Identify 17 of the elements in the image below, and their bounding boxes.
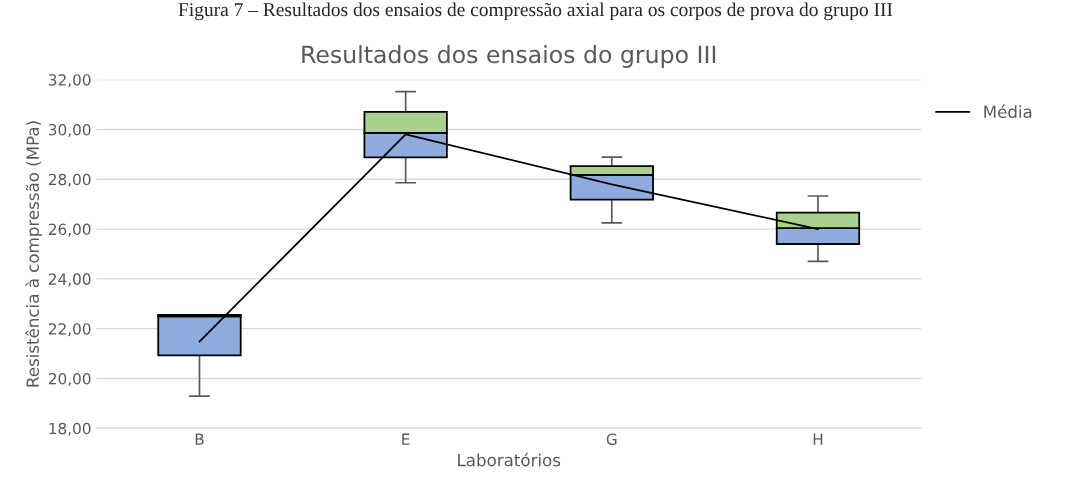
y-tick-label: 32,00 xyxy=(48,74,91,88)
y-tick-label: 24,00 xyxy=(48,273,91,287)
y-tick-label: 26,00 xyxy=(48,223,91,237)
y-tick-label: 28,00 xyxy=(48,173,91,187)
chart-title: Resultados dos ensaios do grupo III xyxy=(302,45,716,68)
text: Figura 7 – Resultados dos ensaios de compressão axial para os corpos de prova do grupo III xyxy=(178,2,893,21)
x-axis-title: Laboratórios xyxy=(458,452,561,467)
x-tick-label: E xyxy=(402,433,410,445)
x-tick-label: G xyxy=(606,433,617,445)
x-tick-label: H xyxy=(813,433,823,445)
y-tick-label: 30,00 xyxy=(48,123,91,138)
y-tick-label: 18,00 xyxy=(49,422,91,436)
x-tick-label: B xyxy=(195,433,204,445)
y-tick-label: 22,00 xyxy=(48,323,91,337)
legend-label: Média xyxy=(984,104,1032,119)
y-axis-title: Resistência à compressão (MPa) xyxy=(25,121,43,387)
y-tick-label: 20,00 xyxy=(48,372,91,387)
